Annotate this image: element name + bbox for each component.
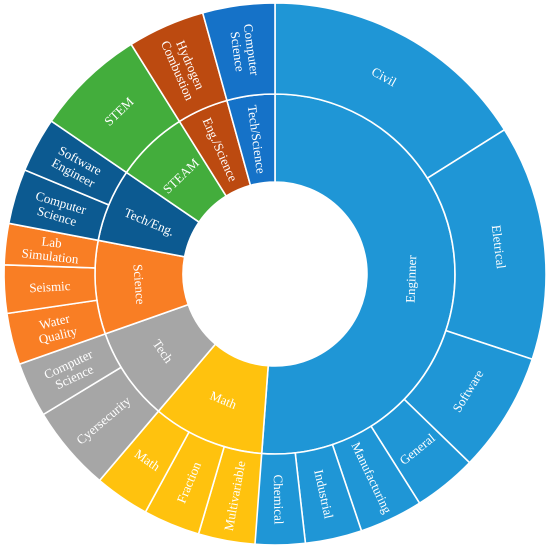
- inner-label-enginner: Enginner: [403, 254, 420, 303]
- outer-ring: [3, 2, 547, 546]
- outer-segment-computer-science-19[interactable]: [201, 2, 276, 102]
- inner-ring: [94, 93, 456, 455]
- outer-label-seismic-13: Seismic: [29, 278, 71, 295]
- outer-label-computer-science-19: ComputerScience: [227, 23, 263, 79]
- inner-label-science: Science: [130, 264, 148, 306]
- outer-label-eletrical-1: Eletrical: [489, 224, 509, 270]
- outer-label-lab-simulation-14: LabSimulation: [21, 231, 81, 266]
- outer-label-chemical-6: Chemical: [271, 474, 287, 524]
